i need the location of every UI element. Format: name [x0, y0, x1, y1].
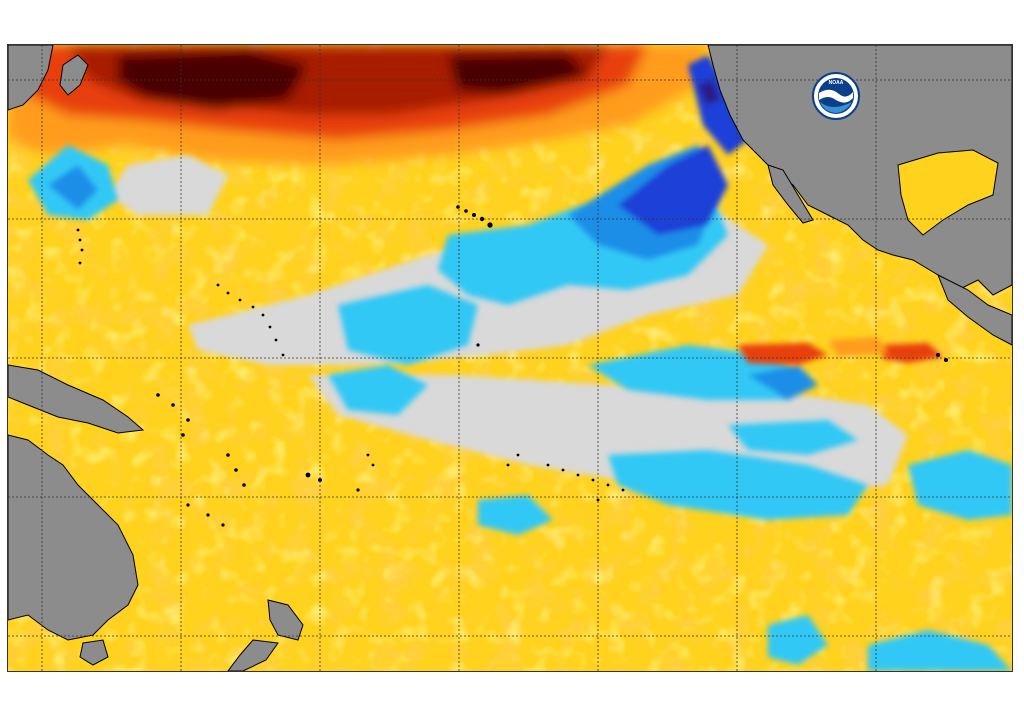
- new-zealand-south-island: [227, 639, 279, 671]
- baja-california: [767, 164, 814, 224]
- noaa-logo-bird-icon: [819, 89, 853, 103]
- gulf-of-mexico: [897, 149, 999, 236]
- cool-anomaly-patches: [28, 55, 1012, 671]
- land-masses: [8, 45, 1012, 671]
- island-chains: [76, 205, 948, 527]
- noaa-logo-wave-icon: [820, 102, 852, 113]
- tasmania-island: [79, 639, 109, 666]
- new-zealand-north-island: [267, 599, 304, 641]
- sea-surface-temperature-anomaly-map: NOAA: [7, 44, 1013, 672]
- north-america-landmass: [707, 45, 1012, 296]
- map-canvas: NOAA: [8, 45, 1012, 671]
- central-america: [937, 273, 1012, 346]
- noaa-logo-text: NOAA: [829, 80, 844, 86]
- australia-landmass: [8, 434, 139, 641]
- equatorial-warm-spots: [738, 337, 943, 365]
- graticule-grid: [8, 45, 1012, 671]
- noaa-logo: NOAA: [812, 72, 860, 120]
- japan-island: [59, 54, 89, 96]
